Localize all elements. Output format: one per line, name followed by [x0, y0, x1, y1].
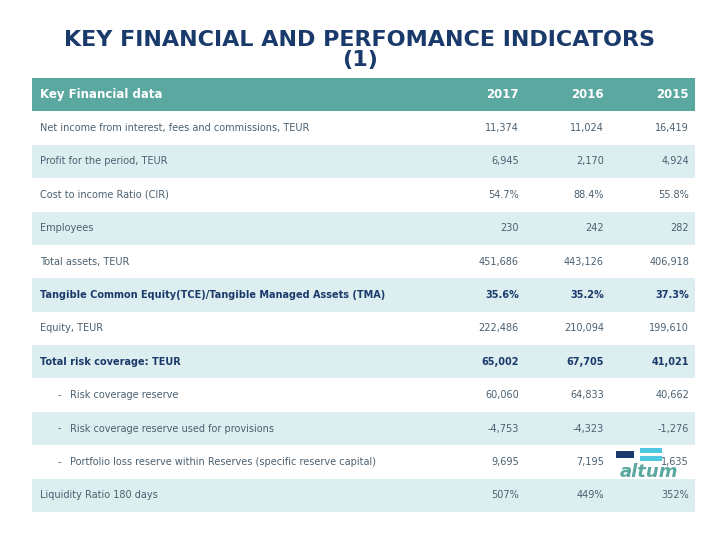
Text: -: - — [58, 457, 61, 467]
Text: 9,695: 9,695 — [491, 457, 519, 467]
Text: Employees: Employees — [40, 223, 94, 233]
Text: 88.4%: 88.4% — [573, 190, 604, 200]
Text: Total assets, TEUR: Total assets, TEUR — [40, 256, 130, 267]
Text: Liquidity Ratio 180 days: Liquidity Ratio 180 days — [40, 490, 158, 500]
Bar — [32, 111, 695, 145]
Text: 406,918: 406,918 — [649, 256, 689, 267]
Bar — [32, 78, 695, 111]
Text: 64,833: 64,833 — [570, 390, 604, 400]
Text: Total risk coverage: TEUR: Total risk coverage: TEUR — [40, 357, 181, 367]
Text: Key Financial data: Key Financial data — [40, 88, 163, 101]
Text: 7,195: 7,195 — [576, 457, 604, 467]
Text: 507%: 507% — [491, 490, 519, 500]
Text: 230: 230 — [500, 223, 519, 233]
Text: 16,419: 16,419 — [655, 123, 689, 133]
Text: 449%: 449% — [577, 490, 604, 500]
Text: 4,924: 4,924 — [661, 157, 689, 166]
Text: 443,126: 443,126 — [564, 256, 604, 267]
Bar — [32, 278, 695, 312]
Text: 60,060: 60,060 — [485, 390, 519, 400]
Bar — [32, 312, 695, 345]
Text: 352%: 352% — [661, 490, 689, 500]
Text: 451,686: 451,686 — [479, 256, 519, 267]
Text: 242: 242 — [585, 223, 604, 233]
Text: 41,021: 41,021 — [652, 357, 689, 367]
Text: 282: 282 — [670, 223, 689, 233]
Text: 11,374: 11,374 — [485, 123, 519, 133]
Bar — [32, 379, 695, 412]
Text: Risk coverage reserve used for provisions: Risk coverage reserve used for provision… — [70, 423, 274, 434]
Text: 40,662: 40,662 — [655, 390, 689, 400]
Bar — [616, 451, 634, 458]
Bar — [32, 178, 695, 212]
Text: 65,002: 65,002 — [482, 357, 519, 367]
Bar — [640, 448, 662, 453]
Bar — [32, 245, 695, 278]
Text: -: - — [58, 423, 61, 434]
Text: 210,094: 210,094 — [564, 323, 604, 333]
Text: -: - — [58, 390, 61, 400]
Bar — [32, 412, 695, 445]
Text: Risk coverage reserve: Risk coverage reserve — [70, 390, 179, 400]
Text: Profit for the period, TEUR: Profit for the period, TEUR — [40, 157, 168, 166]
Text: -4,753: -4,753 — [487, 423, 519, 434]
Text: (1): (1) — [342, 50, 378, 70]
Text: 199,610: 199,610 — [649, 323, 689, 333]
Text: 2,170: 2,170 — [576, 157, 604, 166]
Text: 2015: 2015 — [657, 88, 689, 101]
Text: Net income from interest, fees and commissions, TEUR: Net income from interest, fees and commi… — [40, 123, 310, 133]
Bar — [32, 345, 695, 379]
Text: 37.3%: 37.3% — [655, 290, 689, 300]
Text: 54.7%: 54.7% — [488, 190, 519, 200]
Bar — [32, 212, 695, 245]
Bar — [32, 145, 695, 178]
Text: Cost to income Ratio (CIR): Cost to income Ratio (CIR) — [40, 190, 169, 200]
Bar — [32, 446, 695, 478]
Text: 2017: 2017 — [486, 88, 519, 101]
Bar — [32, 478, 695, 512]
Text: 11,024: 11,024 — [570, 123, 604, 133]
Text: 1,635: 1,635 — [661, 457, 689, 467]
Text: 6,945: 6,945 — [491, 157, 519, 166]
Text: 222,486: 222,486 — [479, 323, 519, 333]
Text: Equity, TEUR: Equity, TEUR — [40, 323, 103, 333]
Text: 67,705: 67,705 — [567, 357, 604, 367]
Text: -1,276: -1,276 — [657, 423, 689, 434]
Text: 35.2%: 35.2% — [570, 290, 604, 300]
Text: Tangible Common Equity(TCE)/Tangible Managed Assets (TMA): Tangible Common Equity(TCE)/Tangible Man… — [40, 290, 385, 300]
Text: KEY FINANCIAL AND PERFOMANCE INDICATORS: KEY FINANCIAL AND PERFOMANCE INDICATORS — [65, 30, 655, 50]
Text: altum: altum — [620, 463, 678, 481]
Text: 55.8%: 55.8% — [658, 190, 689, 200]
Text: Portfolio loss reserve within Reserves (specific reserve capital): Portfolio loss reserve within Reserves (… — [70, 457, 376, 467]
Text: -4,323: -4,323 — [572, 423, 604, 434]
Bar — [640, 456, 662, 461]
Text: 35.6%: 35.6% — [485, 290, 519, 300]
Text: 2016: 2016 — [571, 88, 604, 101]
